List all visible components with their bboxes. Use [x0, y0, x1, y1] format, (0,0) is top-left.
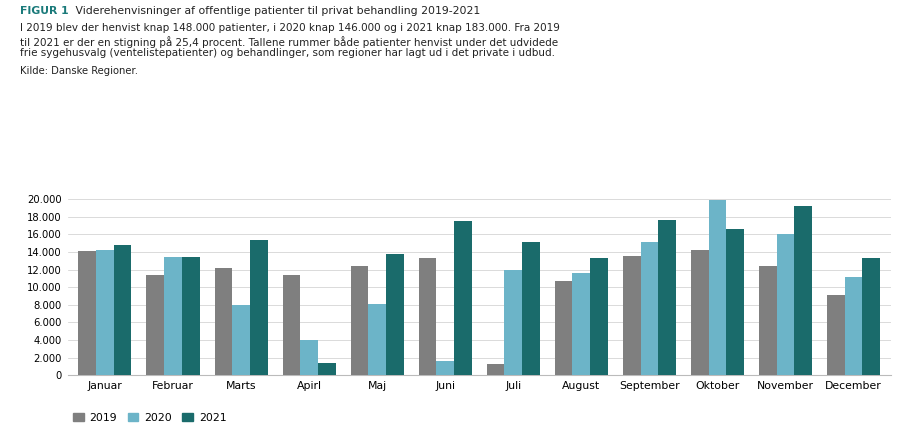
Bar [147, 275, 164, 375]
Bar [318, 363, 336, 375]
Text: I 2019 blev der henvist knap 148.000 patienter, i 2020 knap 146.000 og i 2021 kn: I 2019 blev der henvist knap 148.000 pat… [20, 23, 560, 33]
Text: Kilde: Danske Regioner.: Kilde: Danske Regioner. [20, 66, 138, 76]
Bar [386, 254, 404, 375]
Legend: 2019, 2020, 2021: 2019, 2020, 2021 [73, 413, 226, 423]
Bar [214, 268, 232, 375]
Bar [658, 220, 676, 375]
Bar [454, 221, 472, 375]
Bar [554, 281, 572, 375]
Bar [827, 295, 845, 375]
Bar [487, 364, 504, 375]
Bar [182, 257, 200, 375]
Bar [623, 257, 641, 375]
Bar [795, 206, 812, 375]
Bar [368, 304, 386, 375]
Bar [436, 361, 454, 375]
Text: til 2021 er der en stigning på 25,4 procent. Tallene rummer både patienter henvi: til 2021 er der en stigning på 25,4 proc… [20, 36, 558, 47]
Bar [777, 234, 795, 375]
Bar [418, 258, 436, 375]
Bar [283, 275, 301, 375]
Bar [759, 266, 777, 375]
Bar [845, 277, 862, 375]
Bar [522, 243, 540, 375]
Bar [726, 229, 744, 375]
Bar [504, 270, 522, 375]
Bar [113, 245, 131, 375]
Bar [250, 240, 267, 375]
Text: FIGUR 1: FIGUR 1 [20, 6, 68, 17]
Bar [862, 258, 880, 375]
Bar [232, 305, 250, 375]
Bar [96, 250, 113, 375]
Bar [78, 251, 96, 375]
Bar [641, 242, 658, 375]
Bar [708, 200, 726, 375]
Bar [301, 340, 318, 375]
Bar [691, 250, 708, 375]
Bar [164, 257, 182, 375]
Text: Viderehenvisninger af offentlige patienter til privat behandling 2019-2021: Viderehenvisninger af offentlige patient… [72, 6, 481, 17]
Text: frie sygehusvalg (ventelistepatienter) og behandlinger, som regioner har lagt ud: frie sygehusvalg (ventelistepatienter) o… [20, 48, 554, 58]
Bar [572, 273, 590, 375]
Bar [590, 258, 608, 375]
Bar [351, 266, 368, 375]
